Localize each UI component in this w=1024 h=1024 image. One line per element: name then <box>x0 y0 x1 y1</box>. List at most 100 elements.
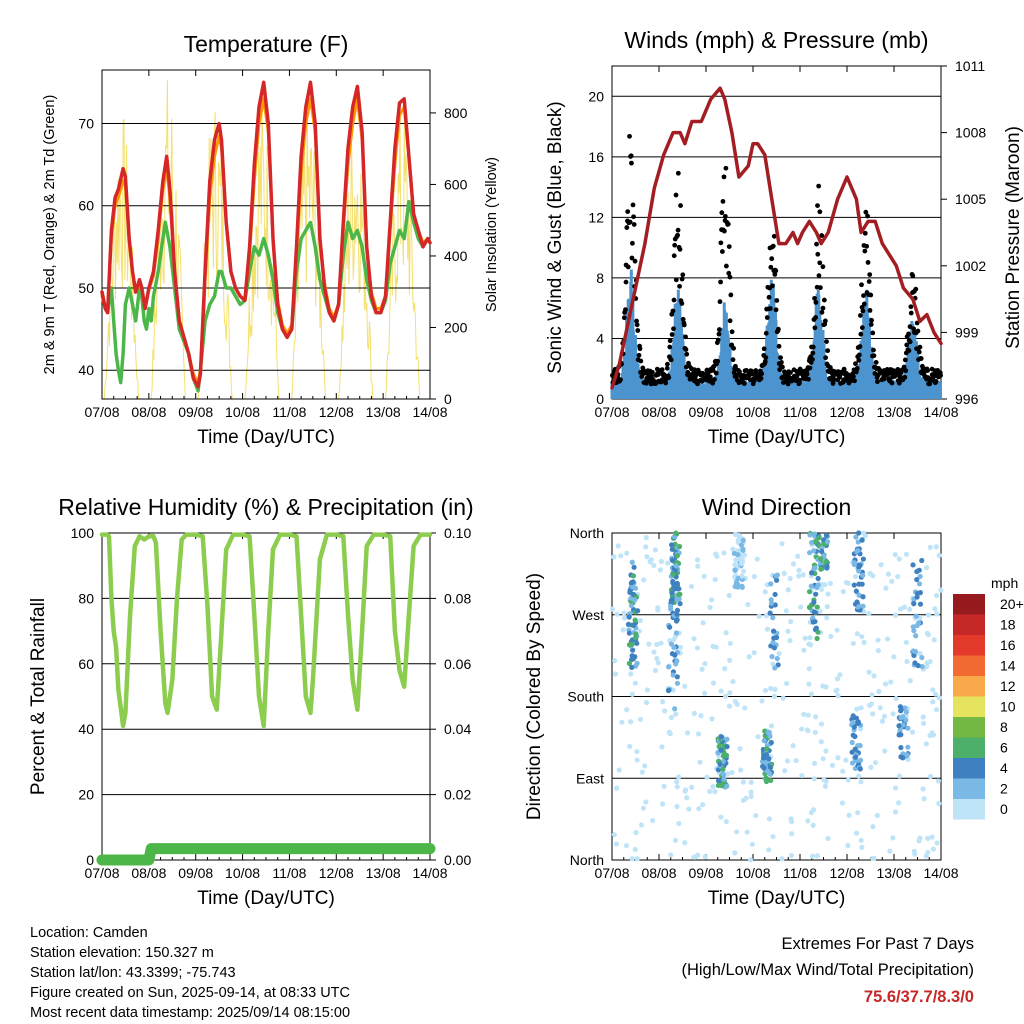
direction-point <box>763 613 770 619</box>
right-tick-label: 0.08 <box>444 590 471 606</box>
direction-point <box>855 539 861 545</box>
direction-point <box>774 572 780 578</box>
direction-point <box>858 837 864 843</box>
direction-point <box>818 739 824 745</box>
direction-point <box>770 833 776 840</box>
direction-point <box>796 573 802 579</box>
direction-point <box>932 606 938 612</box>
gust-point <box>773 268 779 274</box>
direction-point <box>911 628 917 634</box>
right-tick-label: 1011 <box>955 58 985 74</box>
direction-point <box>846 812 852 818</box>
direction-point <box>849 739 855 746</box>
x-tick-label: 11/08 <box>272 865 306 881</box>
gust-point <box>632 258 638 264</box>
direction-point <box>840 589 846 595</box>
gust-point <box>638 358 644 364</box>
direction-point <box>674 784 680 790</box>
direction-point <box>744 829 750 835</box>
direction-point <box>772 591 778 598</box>
gust-point <box>868 292 874 298</box>
x-tick-label: 14/08 <box>412 865 447 881</box>
gust-point <box>630 240 635 246</box>
direction-point <box>923 565 930 571</box>
direction-point <box>808 809 815 816</box>
direction-point <box>657 567 664 573</box>
direction-point <box>806 589 813 595</box>
direction-point <box>612 658 618 664</box>
direction-point <box>843 579 850 586</box>
chart-title: Winds (mph) & Pressure (mb) <box>624 27 928 53</box>
gust-point <box>871 347 876 353</box>
direction-point <box>936 800 942 807</box>
direction-point <box>789 831 795 837</box>
direction-point <box>855 548 861 554</box>
direction-point <box>872 759 879 766</box>
direction-point <box>917 650 923 657</box>
direction-point <box>704 774 710 780</box>
direction-point <box>936 695 942 701</box>
legend-label: 20+ <box>1000 596 1024 612</box>
direction-point <box>814 584 820 591</box>
direction-point <box>614 785 620 791</box>
gust-point <box>807 365 813 371</box>
direction-point <box>624 707 630 713</box>
direction-point <box>633 829 639 836</box>
direction-point <box>727 657 733 663</box>
gust-point <box>636 352 642 358</box>
direction-point <box>713 644 719 650</box>
right-tick-label: 1002 <box>955 258 986 274</box>
direction-point <box>853 534 859 540</box>
gust-point <box>774 298 780 303</box>
direction-point <box>793 757 799 764</box>
gust-point <box>820 264 826 270</box>
humidity-chart: 0 20 40 60 80 100 07/08 08/08 09/08 10/08 11/08 12/… <box>28 494 474 909</box>
solar-insolation-line <box>150 80 186 400</box>
extremes-subtitle: (High/Low/Max Wind/Total Precipitation) <box>681 961 974 979</box>
legend-swatch <box>953 758 985 779</box>
direction-point <box>623 843 630 849</box>
gust-point <box>768 264 774 270</box>
direction-point <box>854 706 860 712</box>
direction-point <box>677 601 683 607</box>
direction-point <box>845 777 851 783</box>
gust-point <box>815 251 821 257</box>
direction-point <box>626 642 633 648</box>
gust-point <box>856 352 862 358</box>
direction-point <box>641 577 647 583</box>
direction-point <box>696 806 702 812</box>
gust-point <box>722 213 728 219</box>
direction-point <box>876 688 882 695</box>
gust-point <box>625 209 631 215</box>
gust-point <box>814 241 819 247</box>
direction-point <box>723 818 729 825</box>
direction-point <box>825 835 831 842</box>
direction-point <box>811 548 817 554</box>
direction-point <box>669 557 676 563</box>
direction-point <box>898 744 904 751</box>
gust-point <box>771 233 777 239</box>
data-timestamp: Most recent data timestamp: 2025/09/14 0… <box>30 1005 351 1021</box>
direction-point <box>835 755 841 761</box>
direction-point <box>837 672 843 678</box>
direction-point <box>665 687 672 694</box>
direction-point <box>919 557 925 564</box>
gust-point <box>901 364 907 370</box>
direction-point <box>740 797 747 803</box>
direction-point <box>856 568 862 574</box>
gust-point <box>621 315 627 321</box>
direction-point <box>718 747 724 753</box>
direction-point <box>676 820 682 827</box>
direction-point <box>634 757 640 763</box>
gust-point <box>861 301 867 307</box>
y-tick-label: 60 <box>78 656 94 672</box>
direction-point <box>885 571 892 577</box>
gust-point <box>673 277 679 283</box>
winds-chart: 0 4 8 12 16 20 07/08 08/08 09/08 10/08 11/08 12/08 1… <box>545 27 1024 448</box>
direction-point <box>643 799 649 805</box>
direction-point <box>718 688 724 694</box>
direction-point <box>715 782 721 789</box>
direction-point <box>782 768 788 774</box>
direction-point <box>813 625 819 631</box>
direction-point <box>676 591 682 598</box>
